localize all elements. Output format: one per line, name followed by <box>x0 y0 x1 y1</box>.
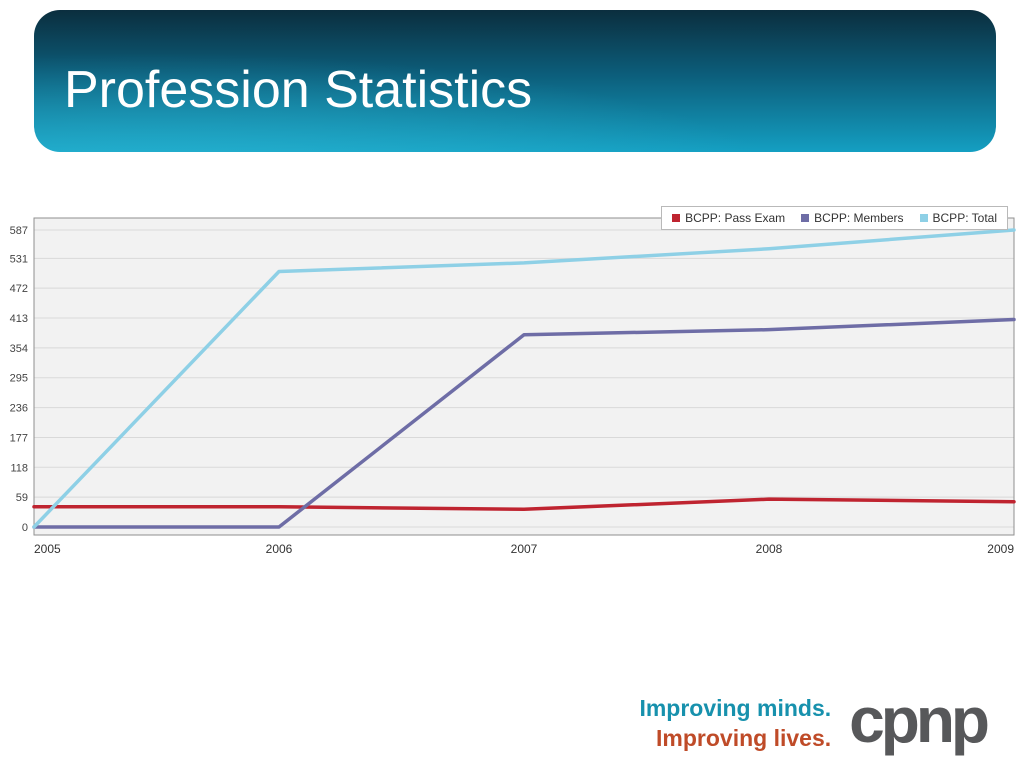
footer-taglines: Improving minds. Improving lives. <box>639 694 831 754</box>
series-line-bcpp-total <box>32 228 1016 529</box>
plot-border <box>33 217 1015 536</box>
x-tick-label: 2005 <box>34 542 61 556</box>
y-tick-label: 354 <box>10 343 28 355</box>
line-chart: 0 59 118 177 236 295 354 413 472 531 587 2005 2006 20… <box>10 217 1016 556</box>
x-tick-label: 2006 <box>266 542 293 556</box>
footer: Improving minds. Improving lives. cpnp <box>639 684 990 757</box>
y-tick-label: 472 <box>10 283 28 295</box>
footer-tagline-2: Improving lives. <box>656 725 832 752</box>
legend-item: BCPP: Pass Exam <box>672 211 785 225</box>
y-tick-label: 236 <box>10 403 28 415</box>
series-line-bcpp-members <box>32 317 1016 529</box>
page-title: Profession Statistics <box>64 61 533 119</box>
chart-legend: BCPP: Pass Exam BCPP: Members BCPP: Total <box>661 206 1008 230</box>
y-tick-label: 531 <box>10 253 28 265</box>
series-line-bcpp-pass-exam <box>32 497 1016 512</box>
y-tick-label: 177 <box>10 432 28 444</box>
x-tick-label: 2007 <box>511 542 538 556</box>
legend-label: BCPP: Members <box>814 211 904 225</box>
y-tick-label: 0 <box>22 522 28 534</box>
legend-item: BCPP: Total <box>919 211 997 225</box>
title-banner: Profession Statistics <box>34 10 996 152</box>
plot-area <box>34 218 1014 535</box>
legend-swatch <box>801 214 810 222</box>
y-tick-label: 118 <box>10 462 28 474</box>
y-tick-label: 59 <box>16 492 28 504</box>
legend-swatch <box>919 214 928 222</box>
cpnp-logo: cpnp <box>849 684 990 757</box>
footer-tagline-1: Improving minds. <box>639 695 832 722</box>
y-tick-label: 295 <box>10 373 28 385</box>
x-tick-label: 2009 <box>987 542 1014 556</box>
y-tick-label: 413 <box>10 313 28 325</box>
y-tick-label: 587 <box>10 225 28 237</box>
legend-label: BCPP: Total <box>932 211 997 225</box>
legend-item: BCPP: Members <box>801 211 904 225</box>
chart: 0 59 118 177 236 295 354 413 472 531 587 2005 2006 20… <box>6 198 1016 563</box>
x-tick-label: 2008 <box>756 542 783 556</box>
legend-swatch <box>672 214 681 222</box>
legend-label: BCPP: Pass Exam <box>685 211 786 225</box>
